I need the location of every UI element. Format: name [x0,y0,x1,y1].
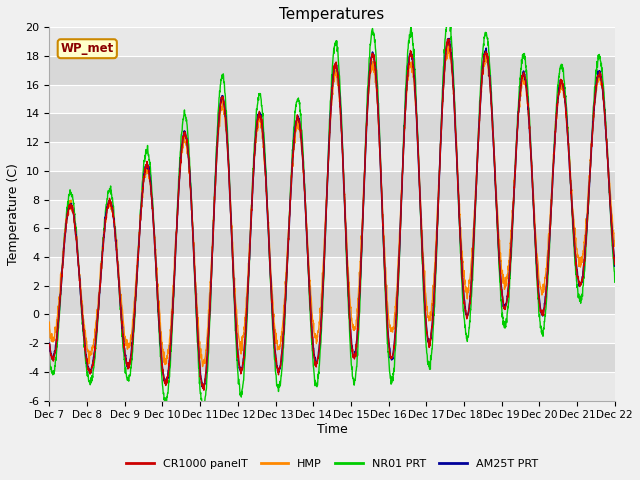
Bar [49,84,615,113]
Bar [49,142,615,171]
Bar [49,27,615,56]
Bar [49,343,615,372]
Bar [49,286,615,314]
Bar [49,314,615,343]
Y-axis label: Temperature (C): Temperature (C) [7,163,20,265]
X-axis label: Time: Time [317,423,348,436]
Bar [49,372,615,401]
Bar [49,200,615,228]
Title: Temperatures: Temperatures [280,7,385,22]
Text: WP_met: WP_met [61,42,114,55]
Bar [49,171,615,200]
Bar [49,56,615,84]
Legend: CR1000 panelT, HMP, NR01 PRT, AM25T PRT: CR1000 panelT, HMP, NR01 PRT, AM25T PRT [122,455,543,474]
Bar [49,228,615,257]
Bar [49,113,615,142]
Bar [49,257,615,286]
